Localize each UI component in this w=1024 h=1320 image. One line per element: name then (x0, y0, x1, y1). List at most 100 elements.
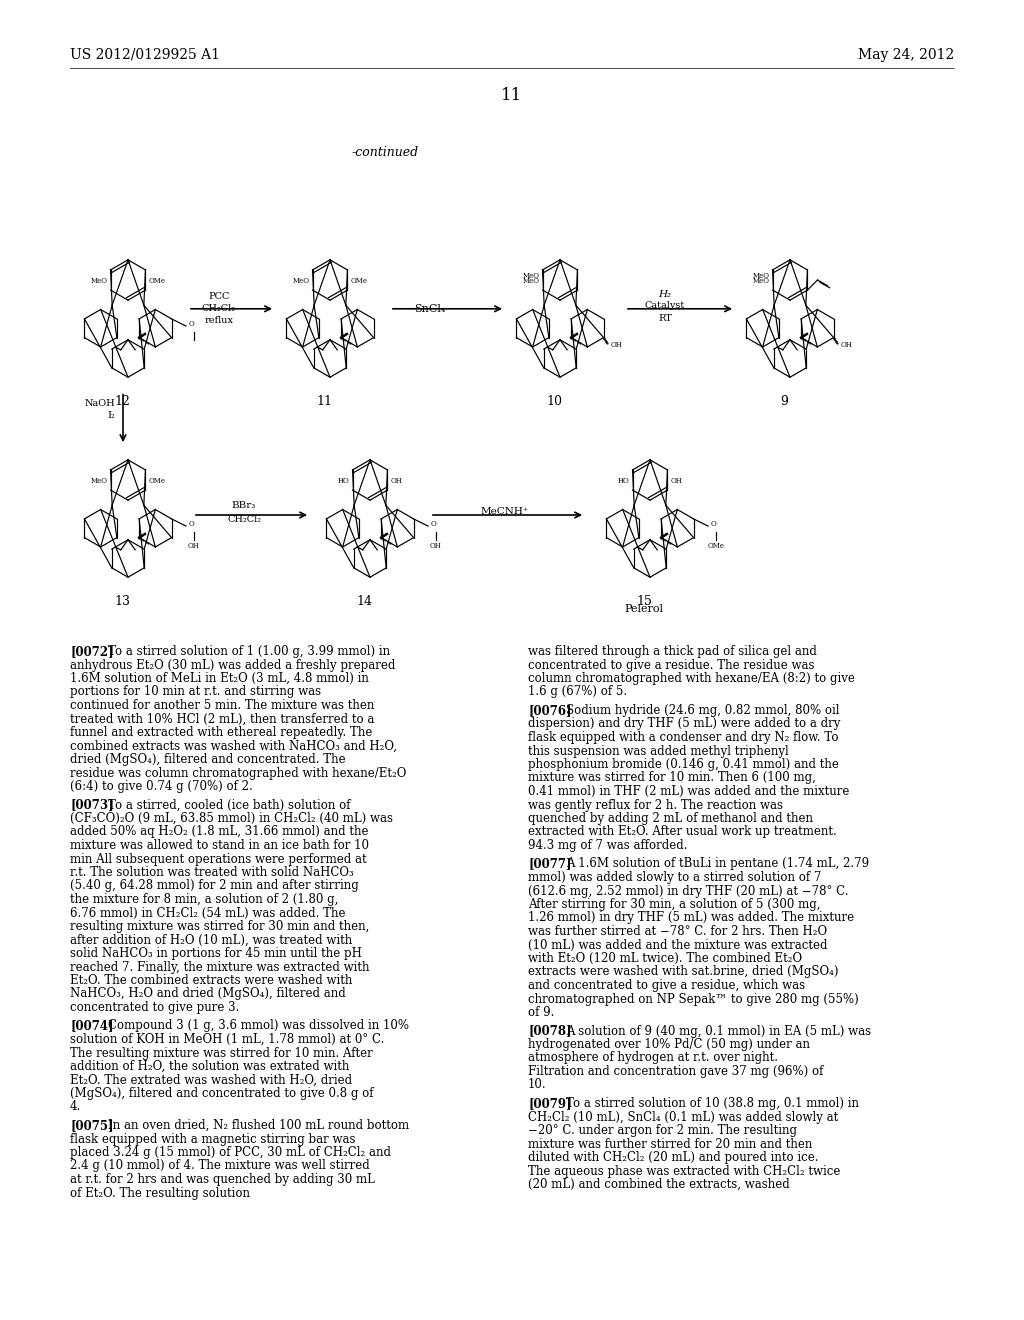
Text: solution of KOH in MeOH (1 mL, 1.78 mmol) at 0° C.: solution of KOH in MeOH (1 mL, 1.78 mmol… (70, 1034, 384, 1045)
Text: O: O (711, 520, 717, 528)
Text: added 50% aq H₂O₂ (1.8 mL, 31.66 mmol) and the: added 50% aq H₂O₂ (1.8 mL, 31.66 mmol) a… (70, 825, 369, 838)
Text: atmosphere of hydrogen at r.t. over night.: atmosphere of hydrogen at r.t. over nigh… (528, 1052, 778, 1064)
Text: extracted with Et₂O. After usual work up treatment.: extracted with Et₂O. After usual work up… (528, 825, 837, 838)
Text: NaOH: NaOH (84, 399, 115, 408)
Text: −20° C. under argon for 2 min. The resulting: −20° C. under argon for 2 min. The resul… (528, 1125, 797, 1137)
Text: 15: 15 (636, 595, 652, 609)
Text: O: O (189, 319, 195, 329)
Text: To a stirred solution of 1 (1.00 g, 3.99 mmol) in: To a stirred solution of 1 (1.00 g, 3.99… (108, 645, 390, 657)
Text: 10: 10 (546, 395, 562, 408)
Text: HO: HO (617, 477, 630, 484)
Text: OMe: OMe (148, 277, 166, 285)
Text: r.t. The solution was treated with solid NaHCO₃: r.t. The solution was treated with solid… (70, 866, 353, 879)
Text: [0073]: [0073] (70, 799, 114, 812)
Text: (CF₃CO)₂O (9 mL, 63.85 mmol) in CH₂Cl₂ (40 mL) was: (CF₃CO)₂O (9 mL, 63.85 mmol) in CH₂Cl₂ (… (70, 812, 393, 825)
Text: CH₂Cl₂: CH₂Cl₂ (202, 305, 236, 313)
Text: funnel and extracted with ethereal repeatedly. The: funnel and extracted with ethereal repea… (70, 726, 373, 739)
Text: 14: 14 (356, 595, 372, 609)
Text: (6:4) to give 0.74 g (70%) of 2.: (6:4) to give 0.74 g (70%) of 2. (70, 780, 253, 793)
Text: portions for 10 min at r.t. and stirring was: portions for 10 min at r.t. and stirring… (70, 685, 322, 698)
Text: MeO: MeO (522, 277, 540, 285)
Text: A 1.6M solution of tBuLi in pentane (1.74 mL, 2.79: A 1.6M solution of tBuLi in pentane (1.7… (566, 858, 869, 870)
Text: [0075]: [0075] (70, 1119, 114, 1133)
Text: dried (MgSO₄), filtered and concentrated. The: dried (MgSO₄), filtered and concentrated… (70, 752, 346, 766)
Text: US 2012/0129925 A1: US 2012/0129925 A1 (70, 48, 220, 62)
Text: with Et₂O (120 mL twice). The combined Et₂O: with Et₂O (120 mL twice). The combined E… (528, 952, 802, 965)
Text: 1.6M solution of MeLi in Et₂O (3 mL, 4.8 mmol) in: 1.6M solution of MeLi in Et₂O (3 mL, 4.8… (70, 672, 369, 685)
Text: continued for another 5 min. The mixture was then: continued for another 5 min. The mixture… (70, 700, 375, 711)
Text: BBr₃: BBr₃ (231, 500, 256, 510)
Text: hydrogenated over 10% Pd/C (50 mg) under an: hydrogenated over 10% Pd/C (50 mg) under… (528, 1038, 810, 1051)
Text: phosphonium bromide (0.146 g, 0.41 mmol) and the: phosphonium bromide (0.146 g, 0.41 mmol)… (528, 758, 839, 771)
Text: Sodium hydride (24.6 mg, 0.82 mmol, 80% oil: Sodium hydride (24.6 mg, 0.82 mmol, 80% … (566, 704, 840, 717)
Text: extracts were washed with sat.brine, dried (MgSO₄): extracts were washed with sat.brine, dri… (528, 965, 839, 978)
Text: flask equipped with a magnetic stirring bar was: flask equipped with a magnetic stirring … (70, 1133, 355, 1146)
Text: 2.4 g (10 mmol) of 4. The mixture was well stirred: 2.4 g (10 mmol) of 4. The mixture was we… (70, 1159, 370, 1172)
Text: CH₂Cl₂: CH₂Cl₂ (227, 515, 261, 524)
Text: combined extracts was washed with NaHCO₃ and H₂O,: combined extracts was washed with NaHCO₃… (70, 739, 397, 752)
Text: addition of H₂O, the solution was extrated with: addition of H₂O, the solution was extrat… (70, 1060, 349, 1073)
Text: of 9.: of 9. (528, 1006, 554, 1019)
Text: OH: OH (840, 342, 852, 350)
Text: was filtered through a thick pad of silica gel and: was filtered through a thick pad of sili… (528, 645, 817, 657)
Text: MeO: MeO (90, 477, 108, 484)
Text: resulting mixture was stirred for 30 min and then,: resulting mixture was stirred for 30 min… (70, 920, 370, 933)
Text: HO: HO (338, 477, 349, 484)
Text: mixture was further stirred for 20 min and then: mixture was further stirred for 20 min a… (528, 1138, 812, 1151)
Text: reached 7. Finally, the mixture was extracted with: reached 7. Finally, the mixture was extr… (70, 961, 370, 974)
Text: Catalyst: Catalyst (645, 301, 685, 310)
Text: MeO: MeO (753, 277, 770, 285)
Text: flask equipped with a condenser and dry N₂ flow. To: flask equipped with a condenser and dry … (528, 731, 839, 744)
Text: reflux: reflux (205, 317, 233, 325)
Text: CH₂Cl₂ (10 mL), SnCl₄ (0.1 mL) was added slowly at: CH₂Cl₂ (10 mL), SnCl₄ (0.1 mL) was added… (528, 1110, 839, 1123)
Text: Compound 3 (1 g, 3.6 mmol) was dissolved in 10%: Compound 3 (1 g, 3.6 mmol) was dissolved… (108, 1019, 409, 1032)
Text: 1.6 g (67%) of 5.: 1.6 g (67%) of 5. (528, 685, 627, 698)
Text: OMe: OMe (350, 277, 368, 285)
Text: anhydrous Et₂O (30 mL) was added a freshly prepared: anhydrous Et₂O (30 mL) was added a fresh… (70, 659, 395, 672)
Text: The aqueous phase was extracted with CH₂Cl₂ twice: The aqueous phase was extracted with CH₂… (528, 1164, 841, 1177)
Text: (MgSO₄), filtered and concentrated to give 0.8 g of: (MgSO₄), filtered and concentrated to gi… (70, 1086, 374, 1100)
Text: MeO: MeO (522, 272, 540, 280)
Text: Et₂O. The combined extracts were washed with: Et₂O. The combined extracts were washed … (70, 974, 352, 987)
Text: OH: OH (610, 342, 622, 350)
Text: this suspension was added methyl triphenyl: this suspension was added methyl triphen… (528, 744, 788, 758)
Text: In an oven dried, N₂ flushed 100 mL round bottom: In an oven dried, N₂ flushed 100 mL roun… (108, 1119, 410, 1133)
Text: [0074]: [0074] (70, 1019, 114, 1032)
Text: NaHCO₃, H₂O and dried (MgSO₄), filtered and: NaHCO₃, H₂O and dried (MgSO₄), filtered … (70, 987, 346, 1001)
Text: OH: OH (430, 543, 441, 550)
Text: quenched by adding 2 mL of methanol and then: quenched by adding 2 mL of methanol and … (528, 812, 813, 825)
Text: solid NaHCO₃ in portions for 45 min until the pH: solid NaHCO₃ in portions for 45 min unti… (70, 946, 361, 960)
Text: (5.40 g, 64.28 mmol) for 2 min and after stirring: (5.40 g, 64.28 mmol) for 2 min and after… (70, 879, 358, 892)
Text: min All subsequent operations were performed at: min All subsequent operations were perfo… (70, 853, 367, 866)
Text: PCC: PCC (208, 292, 229, 301)
Text: treated with 10% HCl (2 mL), then transferred to a: treated with 10% HCl (2 mL), then transf… (70, 713, 375, 726)
Text: 1.26 mmol) in dry THF (5 mL) was added. The mixture: 1.26 mmol) in dry THF (5 mL) was added. … (528, 912, 854, 924)
Text: [0078]: [0078] (528, 1024, 571, 1038)
Text: 4.: 4. (70, 1101, 81, 1114)
Text: [0077]: [0077] (528, 858, 571, 870)
Text: MeCNH⁺: MeCNH⁺ (481, 507, 529, 516)
Text: of Et₂O. The resulting solution: of Et₂O. The resulting solution (70, 1187, 250, 1200)
Text: (612.6 mg, 2.52 mmol) in dry THF (20 mL) at −78° C.: (612.6 mg, 2.52 mmol) in dry THF (20 mL)… (528, 884, 849, 898)
Text: (10 mL) was added and the mixture was extracted: (10 mL) was added and the mixture was ex… (528, 939, 827, 952)
Text: 11: 11 (502, 87, 522, 103)
Text: May 24, 2012: May 24, 2012 (858, 48, 954, 62)
Text: Et₂O. The extrated was washed with H₂O, dried: Et₂O. The extrated was washed with H₂O, … (70, 1073, 352, 1086)
Text: RT: RT (658, 314, 672, 323)
Text: 94.3 mg of 7 was afforded.: 94.3 mg of 7 was afforded. (528, 840, 687, 851)
Text: column chromatographed with hexane/EA (8:2) to give: column chromatographed with hexane/EA (8… (528, 672, 855, 685)
Text: [0076]: [0076] (528, 704, 571, 717)
Text: H₂: H₂ (658, 290, 672, 300)
Text: chromatographed on NP Sepak™ to give 280 mg (55%): chromatographed on NP Sepak™ to give 280… (528, 993, 859, 1006)
Text: after addition of H₂O (10 mL), was treated with: after addition of H₂O (10 mL), was treat… (70, 933, 352, 946)
Text: To a stirred, cooled (ice bath) solution of: To a stirred, cooled (ice bath) solution… (108, 799, 350, 812)
Text: MeO: MeO (753, 272, 770, 280)
Text: mixture was stirred for 10 min. Then 6 (100 mg,: mixture was stirred for 10 min. Then 6 (… (528, 771, 816, 784)
Text: placed 3.24 g (15 mmol) of PCC, 30 mL of CH₂Cl₂ and: placed 3.24 g (15 mmol) of PCC, 30 mL of… (70, 1146, 391, 1159)
Text: 11: 11 (316, 395, 332, 408)
Text: [0072]: [0072] (70, 645, 114, 657)
Text: OH: OH (188, 543, 200, 550)
Text: (20 mL) and combined the extracts, washed: (20 mL) and combined the extracts, washe… (528, 1177, 790, 1191)
Text: OMe: OMe (148, 477, 166, 484)
Text: 6.76 mmol) in CH₂Cl₂ (54 mL) was added. The: 6.76 mmol) in CH₂Cl₂ (54 mL) was added. … (70, 907, 345, 920)
